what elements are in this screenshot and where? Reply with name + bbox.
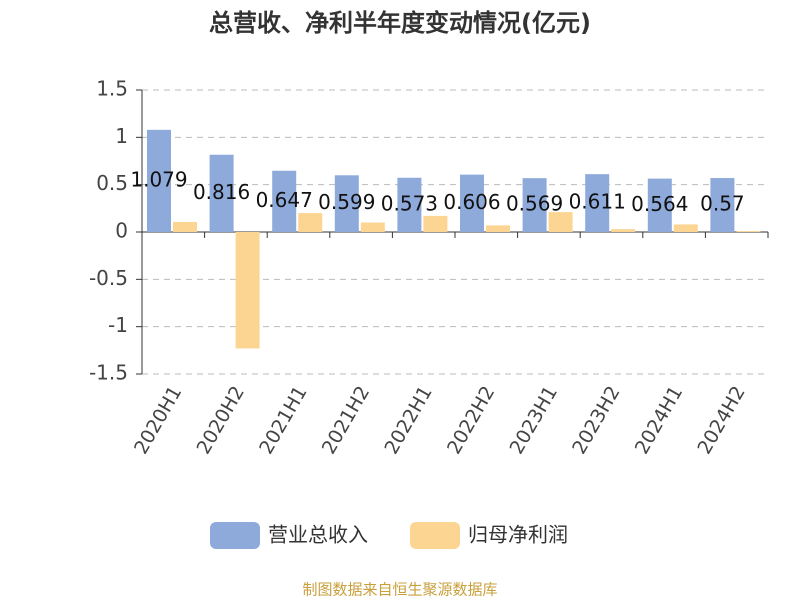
data-label: 0.816 (193, 180, 250, 204)
data-label: 0.569 (506, 192, 563, 216)
y-tick-label: 1 (115, 124, 128, 148)
legend: 营业总收入 归母净利润 (210, 522, 568, 549)
bar (736, 231, 761, 232)
bar (173, 221, 197, 232)
bar (209, 154, 234, 232)
bar (611, 229, 636, 232)
x-tick-label: 2023H2 (568, 382, 624, 458)
bar (423, 215, 448, 232)
bar (397, 177, 422, 232)
legend-swatch (210, 522, 260, 549)
data-label: 0.606 (443, 190, 500, 214)
bar (334, 175, 359, 232)
x-tick-label: 2022H2 (443, 382, 499, 458)
bar (647, 178, 672, 232)
x-tick-label: 2024H1 (631, 382, 687, 458)
y-tick-label: -1.5 (89, 361, 128, 385)
legend-label: 归母净利润 (468, 523, 568, 547)
bar (673, 224, 698, 232)
bar (710, 178, 735, 232)
bar (235, 232, 260, 349)
y-tick-label: 0 (115, 219, 128, 243)
y-tick-label: 1.5 (96, 77, 128, 101)
x-tick-label: 2021H1 (255, 382, 311, 458)
chart-title: 总营收、净利半年度变动情况(亿元) (209, 9, 591, 37)
bar (522, 178, 547, 232)
bar (585, 174, 610, 232)
x-tick-label: 2022H1 (380, 382, 436, 458)
bar (548, 212, 573, 232)
data-label: 0.647 (256, 188, 313, 212)
y-tick-label: -1 (108, 313, 128, 337)
x-tick-label: 2020H1 (130, 382, 186, 458)
bar (486, 225, 510, 232)
x-tick-label: 2023H1 (506, 382, 562, 458)
bar (147, 129, 171, 232)
source-note: 制图数据来自恒生聚源数据库 (302, 581, 497, 599)
legend-label: 营业总收入 (268, 523, 368, 547)
y-tick-label: -0.5 (89, 266, 128, 290)
x-tick-label: 2020H2 (193, 382, 249, 458)
data-label: 1.079 (130, 167, 187, 191)
data-label: 0.564 (631, 192, 688, 216)
bar (298, 213, 323, 232)
x-tick-label: 2024H2 (693, 382, 749, 458)
data-label: 0.57 (700, 192, 745, 216)
bar (460, 174, 484, 232)
bar (272, 170, 297, 232)
data-label: 0.611 (569, 190, 626, 214)
data-label: 0.573 (381, 191, 438, 215)
bar (360, 222, 385, 232)
data-label: 0.599 (318, 190, 375, 214)
x-tick-label: 2021H2 (318, 382, 374, 458)
y-tick-label: 0.5 (96, 171, 128, 195)
legend-swatch (410, 522, 460, 549)
